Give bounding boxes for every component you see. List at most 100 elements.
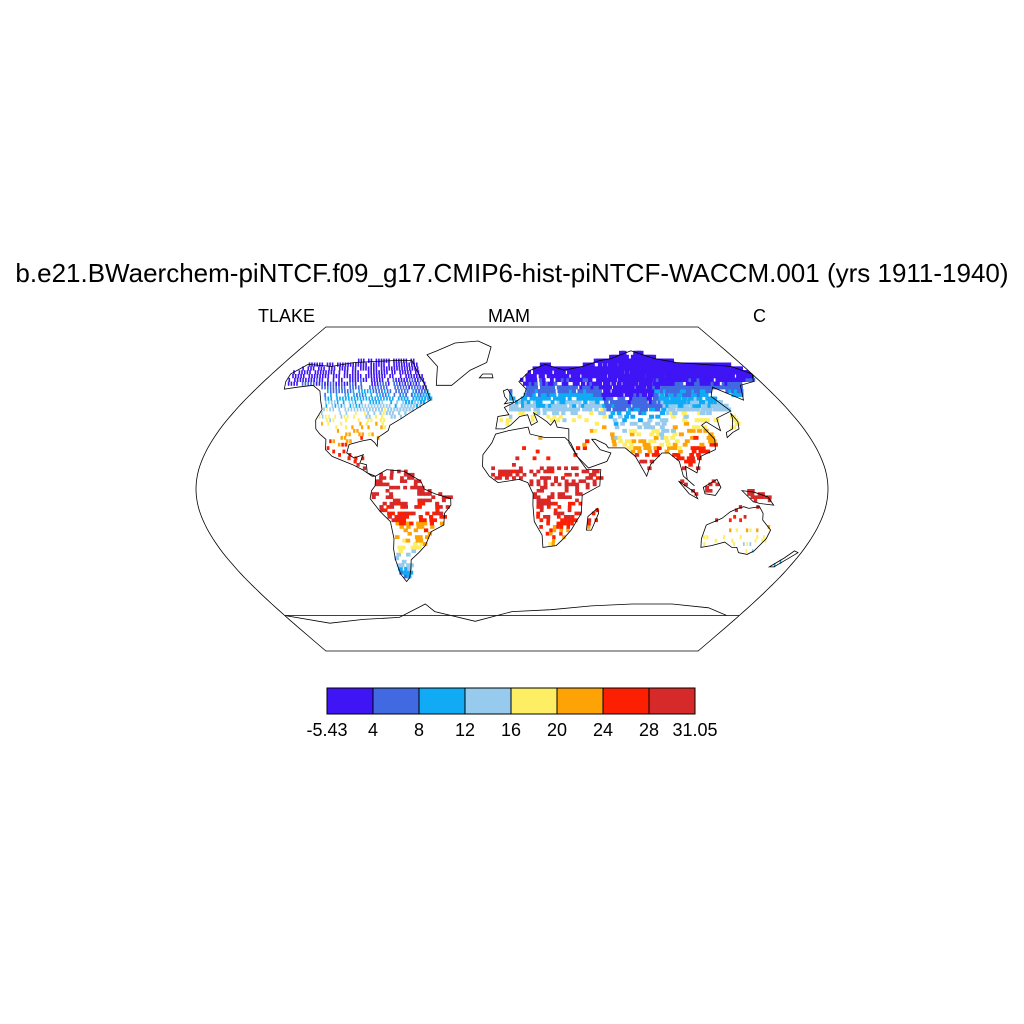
grid-cell bbox=[574, 518, 578, 523]
grid-cell bbox=[716, 362, 724, 367]
grid-cell bbox=[428, 392, 431, 397]
grid-cell bbox=[600, 374, 605, 379]
grid-cell bbox=[417, 485, 422, 490]
grid-cell bbox=[595, 476, 600, 480]
grid-cell bbox=[416, 521, 421, 526]
grid-cell bbox=[327, 385, 329, 390]
grid-cell bbox=[614, 435, 619, 440]
grid-cell bbox=[586, 374, 592, 379]
grid-cell bbox=[346, 381, 349, 386]
grid-cell bbox=[767, 498, 772, 503]
grid-cell bbox=[611, 358, 616, 363]
grid-cell bbox=[550, 377, 554, 382]
grid-cell bbox=[629, 446, 635, 450]
grid-cell bbox=[515, 472, 520, 477]
grid-cell bbox=[633, 381, 639, 386]
grid-cell bbox=[377, 385, 380, 390]
grid-cell bbox=[361, 389, 363, 394]
grid-cell bbox=[324, 396, 327, 401]
grid-cell bbox=[609, 377, 615, 382]
grid-cell bbox=[555, 411, 560, 416]
grid-cell bbox=[663, 435, 669, 440]
grid-cell bbox=[539, 505, 544, 509]
grid-cell bbox=[422, 521, 428, 526]
grid-cell bbox=[670, 446, 676, 450]
grid-cell bbox=[747, 489, 752, 493]
grid-cell bbox=[354, 400, 357, 405]
grid-cell bbox=[344, 425, 347, 430]
grid-cell bbox=[543, 515, 547, 519]
grid-cell bbox=[564, 482, 569, 487]
grid-cell bbox=[571, 389, 576, 394]
grid-cell bbox=[557, 403, 562, 408]
grid-cell bbox=[349, 403, 352, 408]
grid-cell bbox=[541, 377, 546, 382]
grid-cell bbox=[352, 381, 354, 386]
colorbar-swatch bbox=[602, 687, 650, 715]
grid-cell bbox=[655, 453, 660, 457]
grid-cell bbox=[324, 392, 326, 397]
grid-cell bbox=[525, 377, 529, 382]
grid-cell bbox=[406, 377, 408, 382]
grid-cell bbox=[349, 374, 351, 379]
grid-cell bbox=[332, 377, 335, 382]
grid-cell bbox=[612, 366, 618, 371]
grid-cell bbox=[661, 421, 667, 426]
grid-cell bbox=[703, 542, 706, 546]
grid-cell bbox=[704, 418, 710, 423]
grid-cell bbox=[710, 403, 717, 408]
grid-cell bbox=[337, 362, 339, 367]
grid-cell bbox=[331, 362, 334, 367]
grid-cell bbox=[367, 366, 370, 371]
grid-cell bbox=[422, 518, 427, 523]
grid-cell bbox=[530, 403, 534, 408]
grid-cell bbox=[430, 396, 433, 401]
grid-cell bbox=[664, 439, 670, 444]
grid-cell bbox=[517, 400, 522, 405]
grid-cell bbox=[533, 370, 537, 375]
grid-cell bbox=[612, 400, 618, 405]
grid-cell bbox=[638, 403, 644, 408]
grid-cell bbox=[618, 385, 624, 390]
grid-cell bbox=[417, 370, 420, 375]
grid-cell bbox=[535, 449, 540, 454]
grid-cell bbox=[574, 511, 579, 516]
grid-cell bbox=[398, 381, 401, 386]
grid-cell bbox=[531, 377, 535, 382]
grid-cell bbox=[379, 392, 381, 397]
grid-cell bbox=[332, 381, 335, 386]
grid-cell bbox=[515, 456, 520, 461]
grid-cell bbox=[362, 366, 365, 371]
grid-cell bbox=[593, 358, 599, 363]
grid-cell bbox=[378, 370, 380, 375]
grid-cell bbox=[593, 385, 598, 390]
grid-cell bbox=[627, 407, 633, 412]
grid-cell bbox=[552, 414, 557, 419]
grid-cell bbox=[641, 439, 647, 444]
grid-cell bbox=[630, 392, 636, 397]
grid-cell bbox=[573, 374, 578, 379]
grid-cell bbox=[637, 374, 643, 379]
grid-cell bbox=[555, 377, 560, 382]
grid-cell bbox=[406, 552, 411, 557]
grid-cell bbox=[559, 370, 564, 375]
grid-cell bbox=[556, 521, 561, 526]
grid-cell bbox=[620, 377, 626, 382]
grid-cell bbox=[389, 485, 393, 490]
grid-cell bbox=[327, 421, 330, 426]
grid-cell bbox=[598, 377, 604, 382]
grid-cell bbox=[556, 418, 561, 423]
grid-cell bbox=[579, 396, 584, 401]
grid-cell bbox=[398, 566, 403, 571]
grid-cell bbox=[622, 366, 628, 371]
grid-cell bbox=[629, 432, 635, 437]
grid-cell bbox=[596, 385, 601, 390]
grid-cell bbox=[408, 377, 411, 382]
grid-cell bbox=[401, 389, 403, 394]
colorbar-swatch bbox=[556, 687, 604, 715]
grid-cell bbox=[578, 479, 583, 483]
grid-cell bbox=[403, 574, 409, 579]
grid-cell bbox=[375, 400, 377, 405]
grid-cell bbox=[543, 482, 548, 487]
grid-cell bbox=[294, 374, 297, 379]
